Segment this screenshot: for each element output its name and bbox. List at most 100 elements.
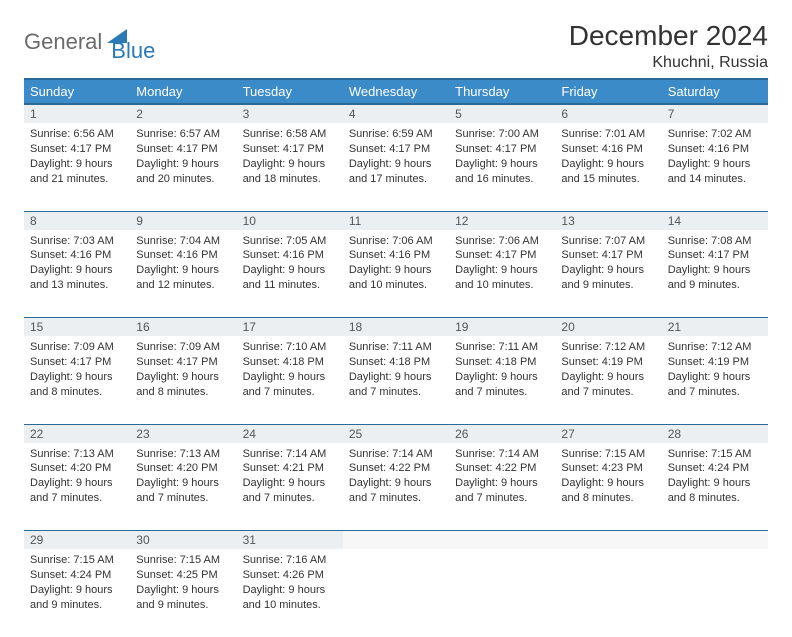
weekday-header: Monday — [130, 79, 236, 104]
daylight-text-2: and 7 minutes. — [668, 385, 762, 400]
sunrise-text: Sunrise: 7:14 AM — [243, 447, 337, 462]
daylight-text-2: and 17 minutes. — [349, 172, 443, 187]
day-number-cell: 31 — [237, 531, 343, 550]
daylight-text-2: and 7 minutes. — [243, 491, 337, 506]
sunrise-text: Sunrise: 7:05 AM — [243, 234, 337, 249]
day-detail-cell: Sunrise: 6:57 AMSunset: 4:17 PMDaylight:… — [130, 123, 236, 211]
daylight-text: Daylight: 9 hours — [668, 157, 762, 172]
daylight-text: Daylight: 9 hours — [455, 476, 549, 491]
sunset-text: Sunset: 4:16 PM — [243, 248, 337, 263]
day-detail-cell: Sunrise: 7:15 AMSunset: 4:23 PMDaylight:… — [555, 443, 661, 531]
sunset-text: Sunset: 4:16 PM — [136, 248, 230, 263]
day-number-cell: 2 — [130, 104, 236, 123]
sunset-text: Sunset: 4:18 PM — [349, 355, 443, 370]
sunset-text: Sunset: 4:17 PM — [30, 142, 124, 157]
day-number-cell: 6 — [555, 104, 661, 123]
sunrise-text: Sunrise: 6:57 AM — [136, 127, 230, 142]
daylight-text: Daylight: 9 hours — [243, 263, 337, 278]
daylight-text: Daylight: 9 hours — [243, 370, 337, 385]
day-number-cell: 15 — [24, 318, 130, 337]
daylight-text-2: and 12 minutes. — [136, 278, 230, 293]
day-number-cell: 3 — [237, 104, 343, 123]
daylight-text-2: and 7 minutes. — [561, 385, 655, 400]
day-number-cell: 12 — [449, 211, 555, 230]
day-number-cell: 10 — [237, 211, 343, 230]
daylight-text: Daylight: 9 hours — [349, 370, 443, 385]
day-detail-cell: Sunrise: 7:12 AMSunset: 4:19 PMDaylight:… — [662, 336, 768, 424]
day-number-cell: 25 — [343, 424, 449, 443]
day-detail-cell: Sunrise: 7:09 AMSunset: 4:17 PMDaylight:… — [130, 336, 236, 424]
sunset-text: Sunset: 4:16 PM — [349, 248, 443, 263]
sunset-text: Sunset: 4:19 PM — [668, 355, 762, 370]
day-detail-cell: Sunrise: 7:03 AMSunset: 4:16 PMDaylight:… — [24, 230, 130, 318]
day-number-cell: 23 — [130, 424, 236, 443]
day-number-cell: 21 — [662, 318, 768, 337]
sunset-text: Sunset: 4:20 PM — [30, 461, 124, 476]
daylight-text: Daylight: 9 hours — [561, 370, 655, 385]
sunset-text: Sunset: 4:17 PM — [136, 355, 230, 370]
sunrise-text: Sunrise: 7:12 AM — [561, 340, 655, 355]
daylight-text-2: and 14 minutes. — [668, 172, 762, 187]
day-detail-cell: Sunrise: 7:11 AMSunset: 4:18 PMDaylight:… — [343, 336, 449, 424]
sunrise-text: Sunrise: 7:09 AM — [30, 340, 124, 355]
daylight-text-2: and 9 minutes. — [136, 598, 230, 613]
daylight-text-2: and 7 minutes. — [30, 491, 124, 506]
day-detail-cell: Sunrise: 7:07 AMSunset: 4:17 PMDaylight:… — [555, 230, 661, 318]
daylight-text-2: and 15 minutes. — [561, 172, 655, 187]
daylight-text: Daylight: 9 hours — [455, 263, 549, 278]
daylight-text: Daylight: 9 hours — [349, 263, 443, 278]
sunset-text: Sunset: 4:17 PM — [243, 142, 337, 157]
daylight-text: Daylight: 9 hours — [136, 263, 230, 278]
sunset-text: Sunset: 4:24 PM — [668, 461, 762, 476]
day-detail-cell: Sunrise: 7:10 AMSunset: 4:18 PMDaylight:… — [237, 336, 343, 424]
day-detail-cell: Sunrise: 7:15 AMSunset: 4:25 PMDaylight:… — [130, 549, 236, 637]
day-detail-cell: Sunrise: 6:59 AMSunset: 4:17 PMDaylight:… — [343, 123, 449, 211]
day-detail-cell: Sunrise: 7:06 AMSunset: 4:16 PMDaylight:… — [343, 230, 449, 318]
sunrise-text: Sunrise: 7:01 AM — [561, 127, 655, 142]
header: General Blue December 2024 Khuchni, Russ… — [24, 20, 768, 72]
sunset-text: Sunset: 4:18 PM — [455, 355, 549, 370]
page-title: December 2024 — [569, 20, 768, 52]
day-detail-cell: Sunrise: 7:16 AMSunset: 4:26 PMDaylight:… — [237, 549, 343, 637]
day-detail-row: Sunrise: 6:56 AMSunset: 4:17 PMDaylight:… — [24, 123, 768, 211]
day-detail-cell: Sunrise: 7:12 AMSunset: 4:19 PMDaylight:… — [555, 336, 661, 424]
day-number-cell: 17 — [237, 318, 343, 337]
daylight-text-2: and 7 minutes. — [349, 385, 443, 400]
daylight-text: Daylight: 9 hours — [30, 583, 124, 598]
daylight-text: Daylight: 9 hours — [243, 583, 337, 598]
daylight-text-2: and 7 minutes. — [455, 385, 549, 400]
sunset-text: Sunset: 4:18 PM — [243, 355, 337, 370]
daylight-text: Daylight: 9 hours — [243, 476, 337, 491]
sunrise-text: Sunrise: 7:06 AM — [455, 234, 549, 249]
sunrise-text: Sunrise: 7:15 AM — [561, 447, 655, 462]
sunset-text: Sunset: 4:16 PM — [668, 142, 762, 157]
daylight-text: Daylight: 9 hours — [349, 157, 443, 172]
calendar-table: Sunday Monday Tuesday Wednesday Thursday… — [24, 78, 768, 637]
day-detail-cell — [343, 549, 449, 637]
sunset-text: Sunset: 4:16 PM — [30, 248, 124, 263]
daylight-text: Daylight: 9 hours — [243, 157, 337, 172]
sunrise-text: Sunrise: 7:11 AM — [349, 340, 443, 355]
daylight-text-2: and 11 minutes. — [243, 278, 337, 293]
daylight-text: Daylight: 9 hours — [136, 476, 230, 491]
daylight-text-2: and 13 minutes. — [30, 278, 124, 293]
daylight-text-2: and 18 minutes. — [243, 172, 337, 187]
sunrise-text: Sunrise: 7:09 AM — [136, 340, 230, 355]
sunrise-text: Sunrise: 7:00 AM — [455, 127, 549, 142]
day-number-cell — [343, 531, 449, 550]
day-detail-cell: Sunrise: 6:58 AMSunset: 4:17 PMDaylight:… — [237, 123, 343, 211]
day-detail-cell: Sunrise: 6:56 AMSunset: 4:17 PMDaylight:… — [24, 123, 130, 211]
day-detail-cell: Sunrise: 7:14 AMSunset: 4:22 PMDaylight:… — [343, 443, 449, 531]
weekday-header: Sunday — [24, 79, 130, 104]
sunrise-text: Sunrise: 7:14 AM — [349, 447, 443, 462]
daylight-text-2: and 8 minutes. — [30, 385, 124, 400]
day-detail-cell: Sunrise: 7:02 AMSunset: 4:16 PMDaylight:… — [662, 123, 768, 211]
weekday-header: Thursday — [449, 79, 555, 104]
day-number-cell: 5 — [449, 104, 555, 123]
day-detail-cell: Sunrise: 7:15 AMSunset: 4:24 PMDaylight:… — [24, 549, 130, 637]
daylight-text: Daylight: 9 hours — [668, 476, 762, 491]
sunrise-text: Sunrise: 7:08 AM — [668, 234, 762, 249]
logo: General Blue — [24, 20, 155, 64]
logo-text-general: General — [24, 29, 102, 55]
daylight-text-2: and 21 minutes. — [30, 172, 124, 187]
